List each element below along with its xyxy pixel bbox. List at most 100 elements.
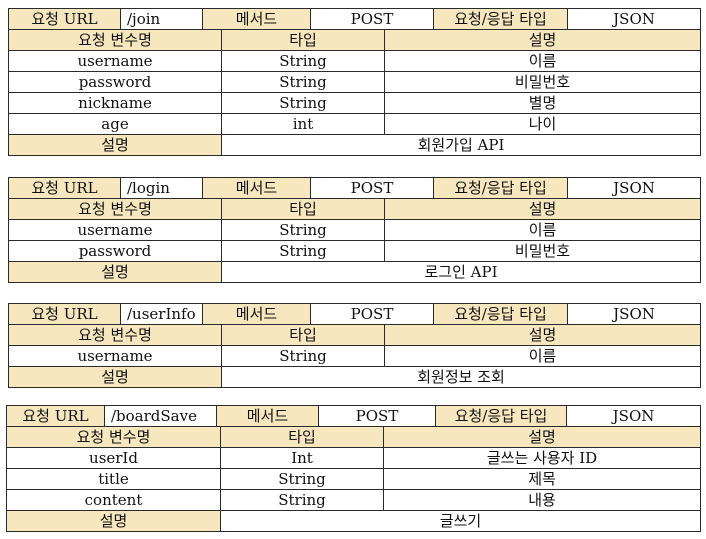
summary-row: 설명 글쓰기 bbox=[6, 510, 702, 532]
param-name: age bbox=[8, 113, 222, 135]
request-url-label: 요청 URL bbox=[8, 303, 121, 325]
summary-row: 설명 로그인 API bbox=[8, 261, 702, 283]
method-label: 메서드 bbox=[202, 303, 311, 325]
param-type: String bbox=[221, 71, 385, 93]
method-value: POST bbox=[309, 8, 435, 30]
table-row: nickname String 별명 bbox=[8, 92, 702, 114]
request-url-label: 요청 URL bbox=[6, 405, 105, 427]
summary-row: 설명 회원가입 API bbox=[8, 134, 702, 156]
param-type: String bbox=[221, 219, 385, 241]
param-column-header-row: 요청 변수명 타입 설명 bbox=[8, 198, 702, 220]
summary-label: 설명 bbox=[8, 366, 222, 388]
param-type: String bbox=[221, 92, 385, 114]
param-name: password bbox=[8, 71, 222, 93]
param-type: String bbox=[220, 468, 384, 490]
req-res-type-value: JSON bbox=[566, 405, 702, 427]
type-header: 타입 bbox=[220, 426, 384, 448]
param-description: 글쓰는 사용자 ID bbox=[382, 447, 702, 469]
param-type: Int bbox=[220, 447, 384, 469]
summary-value: 글쓰기 bbox=[219, 510, 702, 532]
req-res-type-label: 요청/응답 타입 bbox=[435, 405, 568, 427]
type-header: 타입 bbox=[221, 29, 385, 51]
method-label: 메서드 bbox=[216, 405, 319, 427]
req-res-type-label: 요청/응답 타입 bbox=[433, 8, 569, 30]
param-type: String bbox=[221, 345, 385, 367]
table-row: username String 이름 bbox=[8, 345, 702, 367]
param-name: username bbox=[8, 50, 222, 72]
request-url-value: /boardSave bbox=[104, 405, 217, 427]
request-url-value: /userInfo bbox=[120, 303, 203, 325]
table-row: title String 제목 bbox=[6, 468, 702, 490]
param-description: 이름 bbox=[383, 219, 702, 241]
api-table: 요청 URL/userInfo 메서드 POST 요청/응답 타입 JSON 요청 변수명… bbox=[8, 303, 702, 388]
api-table: 요청 URL/login 메서드 POST 요청/응답 타입 JSON 요청 변수명 타입 설… bbox=[8, 177, 702, 283]
method-value: POST bbox=[317, 405, 437, 427]
description-header: 설명 bbox=[383, 324, 702, 346]
description-header: 설명 bbox=[383, 198, 702, 220]
param-column-header-row: 요청 변수명 타입 설명 bbox=[8, 29, 702, 51]
description-header: 설명 bbox=[383, 29, 702, 51]
request-url-value: /login bbox=[120, 177, 203, 199]
summary-label: 설명 bbox=[8, 261, 222, 283]
param-name: username bbox=[8, 219, 222, 241]
req-res-type-label: 요청/응답 타입 bbox=[433, 303, 569, 325]
api-header-row: 요청 URL/userInfo 메서드 POST 요청/응답 타입 JSON bbox=[8, 303, 702, 325]
description-header: 설명 bbox=[382, 426, 702, 448]
type-header: 타입 bbox=[221, 198, 385, 220]
type-header: 타입 bbox=[221, 324, 385, 346]
api-table: 요청 URL/join 메서드 POST 요청/응답 타입 JSON 요청 변수명 타입 설명… bbox=[8, 8, 702, 156]
table-row: username String 이름 bbox=[8, 219, 702, 241]
table-row: password String 비밀번호 bbox=[8, 71, 702, 93]
method-value: POST bbox=[309, 177, 435, 199]
request-url-label: 요청 URL bbox=[8, 177, 121, 199]
param-type: String bbox=[221, 50, 385, 72]
table-row: userId Int 글쓰는 사용자 ID bbox=[6, 447, 702, 469]
table-row: content String 내용 bbox=[6, 489, 702, 511]
req-res-type-value: JSON bbox=[567, 303, 702, 325]
param-description: 내용 bbox=[382, 489, 702, 511]
summary-label: 설명 bbox=[8, 134, 222, 156]
param-name: title bbox=[6, 468, 221, 490]
method-value: POST bbox=[309, 303, 435, 325]
param-name: username bbox=[8, 345, 222, 367]
table-row: age int 나이 bbox=[8, 113, 702, 135]
summary-value: 회원가입 API bbox=[220, 134, 702, 156]
api-header-row: 요청 URL/join 메서드 POST 요청/응답 타입 JSON bbox=[8, 8, 702, 30]
summary-row: 설명 회원정보 조회 bbox=[8, 366, 702, 388]
api-header-row: 요청 URL/login 메서드 POST 요청/응답 타입 JSON bbox=[8, 177, 702, 199]
param-description: 비밀번호 bbox=[383, 240, 702, 262]
method-label: 메서드 bbox=[202, 8, 311, 30]
req-res-type-label: 요청/응답 타입 bbox=[433, 177, 569, 199]
param-name-header: 요청 변수명 bbox=[8, 324, 222, 346]
param-column-header-row: 요청 변수명 타입 설명 bbox=[8, 324, 702, 346]
param-description: 이름 bbox=[383, 345, 702, 367]
param-name-header: 요청 변수명 bbox=[8, 198, 222, 220]
table-row: password String 비밀번호 bbox=[8, 240, 702, 262]
request-url-value: /join bbox=[120, 8, 203, 30]
req-res-type-value: JSON bbox=[567, 177, 702, 199]
param-column-header-row: 요청 변수명 타입 설명 bbox=[6, 426, 702, 448]
param-description: 별명 bbox=[383, 92, 702, 114]
api-table: 요청 URL/boardSave 메서드 POST 요청/응답 타입 JSON 요청 변수… bbox=[6, 405, 702, 532]
param-description: 비밀번호 bbox=[383, 71, 702, 93]
param-description: 이름 bbox=[383, 50, 702, 72]
param-name: nickname bbox=[8, 92, 222, 114]
api-header-row: 요청 URL/boardSave 메서드 POST 요청/응답 타입 JSON bbox=[6, 405, 702, 427]
param-type: String bbox=[221, 240, 385, 262]
param-name: password bbox=[8, 240, 222, 262]
param-description: 제목 bbox=[382, 468, 702, 490]
param-name-header: 요청 변수명 bbox=[8, 29, 222, 51]
request-url-label: 요청 URL bbox=[8, 8, 121, 30]
param-type: String bbox=[220, 489, 384, 511]
summary-label: 설명 bbox=[6, 510, 221, 532]
param-name-header: 요청 변수명 bbox=[6, 426, 221, 448]
param-type: int bbox=[221, 113, 385, 135]
summary-value: 로그인 API bbox=[220, 261, 702, 283]
summary-value: 회원정보 조회 bbox=[220, 366, 702, 388]
param-name: userId bbox=[6, 447, 221, 469]
req-res-type-value: JSON bbox=[567, 8, 702, 30]
param-name: content bbox=[6, 489, 221, 511]
param-description: 나이 bbox=[383, 113, 702, 135]
table-row: username String 이름 bbox=[8, 50, 702, 72]
method-label: 메서드 bbox=[202, 177, 311, 199]
